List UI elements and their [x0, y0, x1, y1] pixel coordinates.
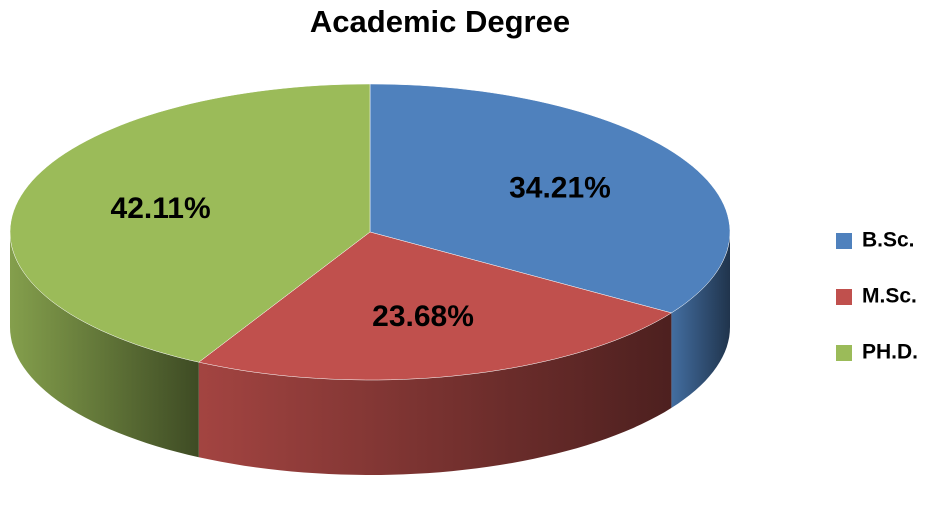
value-label: 42.11% [111, 192, 211, 225]
slice-side [10, 232, 199, 458]
chart-title: Academic Degree [310, 4, 570, 39]
pie-slice [369, 83, 731, 314]
legend-label: M.Sc. [862, 285, 917, 308]
legend-swatch [836, 233, 852, 249]
pie-slice [198, 231, 673, 381]
legend-swatch [836, 289, 852, 305]
slice-side [198, 312, 672, 475]
legend-label: PH.D. [862, 341, 918, 364]
slice-side [671, 232, 730, 408]
legend-label: B.Sc. [862, 229, 915, 252]
legend-swatch [836, 345, 852, 361]
pie-slice [9, 83, 371, 363]
value-label: 23.68% [372, 300, 474, 333]
value-label: 34.21% [509, 172, 611, 205]
